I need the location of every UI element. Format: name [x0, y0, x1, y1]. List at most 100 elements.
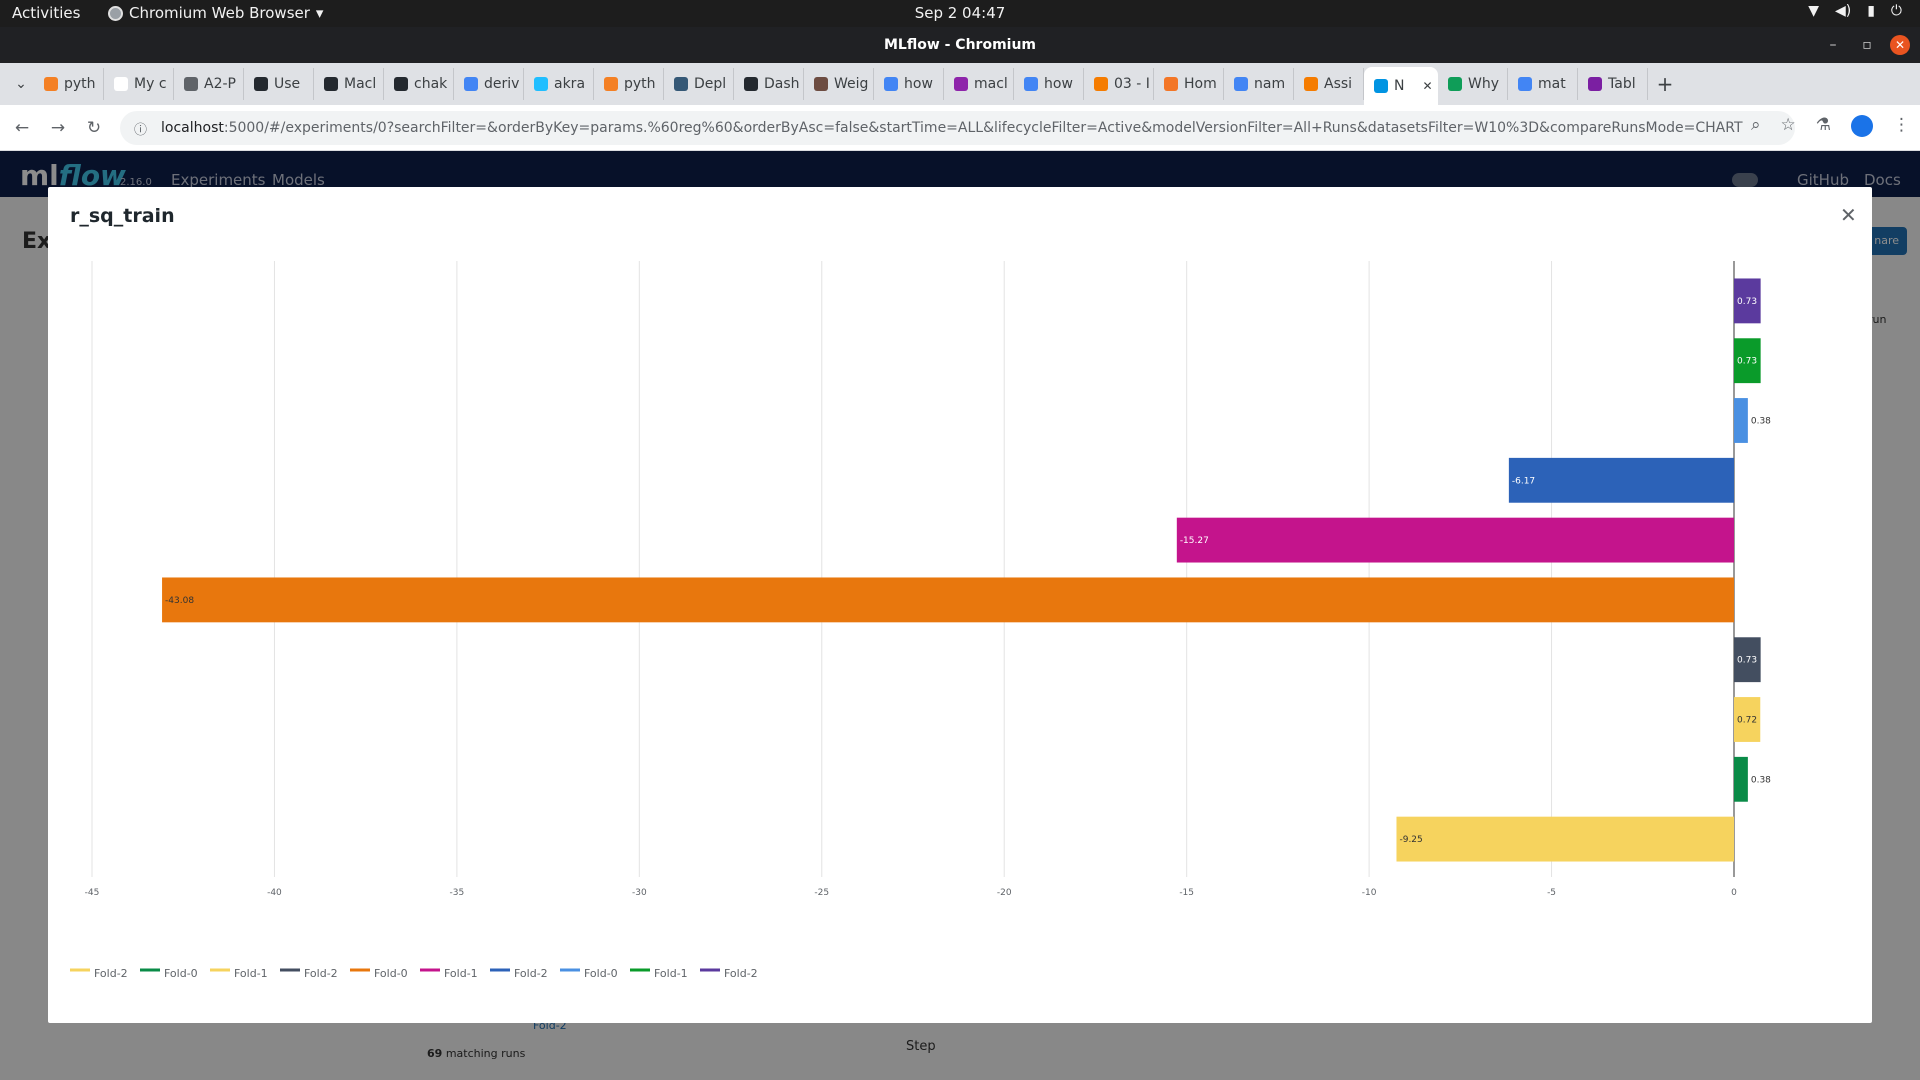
bar [1734, 697, 1761, 742]
tab-4[interactable]: Macl [314, 68, 384, 100]
x-tick-label: -45 [85, 888, 100, 898]
bar-value-label: 0.73 [1737, 357, 1757, 367]
tab-1[interactable]: My c [104, 68, 174, 100]
tab-label: pyth [64, 76, 96, 92]
tab-label: Why [1468, 76, 1500, 92]
close-window-icon[interactable]: ✕ [1890, 35, 1910, 55]
tab-10[interactable]: Dash [734, 68, 804, 100]
close-icon[interactable]: ✕ [1840, 203, 1857, 227]
google-icon [1518, 77, 1532, 91]
tab-label: Tabl [1608, 76, 1636, 92]
bar-value-label: -43.08 [165, 596, 194, 606]
minimize-icon[interactable]: – [1829, 37, 1837, 53]
new-run-button[interactable]: run [1868, 313, 1887, 326]
legend-entry: Fold-0 [584, 967, 618, 980]
tab-label: deriv [484, 76, 520, 92]
tab-5[interactable]: chak [384, 68, 454, 100]
tab-3[interactable]: Use [244, 68, 314, 100]
legend-entry: Fold-2 [94, 967, 128, 980]
blank-page-icon [114, 77, 128, 91]
back-icon[interactable]: ← [14, 117, 30, 138]
activities-button[interactable]: Activities [12, 4, 81, 22]
wifi-icon: ▼ [1808, 3, 1819, 19]
site-info-icon[interactable]: ⓘ [134, 122, 148, 138]
tab-12[interactable]: how [874, 68, 944, 100]
legend-entry: Fold-1 [654, 967, 688, 980]
chromium-icon [108, 5, 123, 21]
tabs: pyth My c A2-P Use Macl chak deriv akra pyth Depl… [34, 63, 1648, 105]
address-bar[interactable]: ⓘ localhost:5000/#/experiments/0?searchF… [120, 111, 1795, 145]
legend-entry: Fold-0 [374, 967, 408, 980]
close-tab-icon[interactable]: ✕ [1422, 79, 1433, 93]
tab-label: Depl [694, 76, 727, 92]
mlflow-icon [1374, 79, 1388, 93]
tab-22[interactable]: Tabl [1578, 68, 1648, 100]
tab-8[interactable]: pyth [594, 68, 664, 100]
tab-label: Hom [1184, 76, 1217, 92]
matching-runs-text: matching runs [445, 1047, 526, 1060]
bar-value-label: -6.17 [1512, 476, 1535, 486]
x-tick-label: -30 [632, 888, 647, 898]
profile-avatar[interactable] [1851, 115, 1873, 137]
tab-17[interactable]: nam [1224, 68, 1294, 100]
tab-19[interactable]: N ✕ [1364, 67, 1438, 105]
tab-label: Assi [1324, 76, 1353, 92]
system-tray[interactable]: ▼ ◀) ▮ ⏻ [1808, 3, 1902, 19]
legend-entry: Fold-1 [234, 967, 268, 980]
tab-20[interactable]: Why [1438, 68, 1508, 100]
bar [1734, 756, 1748, 802]
bar [1734, 338, 1761, 384]
x-tick-label: -40 [267, 888, 282, 898]
google-icon [1024, 77, 1038, 91]
tab-label: how [1044, 76, 1073, 92]
nav-models[interactable]: Models [272, 171, 325, 189]
new-tab-icon[interactable]: + [1656, 72, 1674, 96]
bar [162, 577, 1734, 623]
mlflow-version: 2.16.0 [120, 177, 152, 188]
bar [1734, 278, 1761, 324]
x-tick-label: -25 [814, 888, 829, 898]
tab-15[interactable]: 03 - I [1084, 68, 1154, 100]
forward-icon[interactable]: → [50, 117, 66, 138]
legend-entry: Fold-2 [724, 967, 758, 980]
tab-search-icon[interactable]: ⌄ [15, 76, 27, 92]
theme-toggle[interactable] [1732, 173, 1758, 187]
github-icon [744, 77, 758, 91]
tab-label: mat [1538, 76, 1566, 92]
zoom-icon[interactable]: ⌕ [1750, 115, 1761, 135]
globe-icon [184, 77, 198, 91]
window-controls: – ▫ ✕ [1816, 27, 1920, 63]
bar-value-label: 0.72 [1737, 716, 1757, 726]
page-title: Ex [22, 229, 52, 254]
labs-flask-icon[interactable]: ⚗ [1815, 115, 1831, 135]
nav-github[interactable]: GitHub [1797, 171, 1849, 189]
reload-icon[interactable]: ↻ [86, 117, 102, 138]
bookmark-star-icon[interactable]: ☆ [1780, 115, 1796, 135]
x-tick-label: -20 [997, 888, 1012, 898]
matching-runs: 69 matching runs [427, 1047, 525, 1060]
tab-9[interactable]: Depl [664, 68, 734, 100]
bar [1396, 816, 1734, 862]
tab-0[interactable]: pyth [34, 68, 104, 100]
chevron-down-icon: ▾ [315, 4, 324, 22]
bar [1508, 457, 1734, 503]
tab-2[interactable]: A2-P [174, 68, 244, 100]
tab-16[interactable]: Hom [1154, 68, 1224, 100]
tab-11[interactable]: Weig [804, 68, 874, 100]
tab-13[interactable]: macl [944, 68, 1014, 100]
x-tick-label: -15 [1179, 888, 1194, 898]
menu-kebab-icon[interactable]: ⋮ [1893, 115, 1910, 135]
nav-experiments[interactable]: Experiments [171, 171, 266, 189]
tab-14[interactable]: how [1014, 68, 1084, 100]
maximize-icon[interactable]: ▫ [1862, 37, 1872, 53]
tab-21[interactable]: mat [1508, 68, 1578, 100]
mlflow-logo[interactable]: mlflow [20, 159, 126, 192]
logo-flow: flow [58, 159, 126, 192]
tab-6[interactable]: deriv [454, 68, 524, 100]
stackoverflow-icon [604, 77, 618, 91]
legend-entry: Fold-2 [304, 967, 338, 980]
tab-7[interactable]: akra [524, 68, 594, 100]
app-menu[interactable]: Chromium Web Browser ▾ [108, 4, 323, 22]
tab-18[interactable]: Assi [1294, 68, 1364, 100]
nav-docs[interactable]: Docs [1864, 171, 1901, 189]
